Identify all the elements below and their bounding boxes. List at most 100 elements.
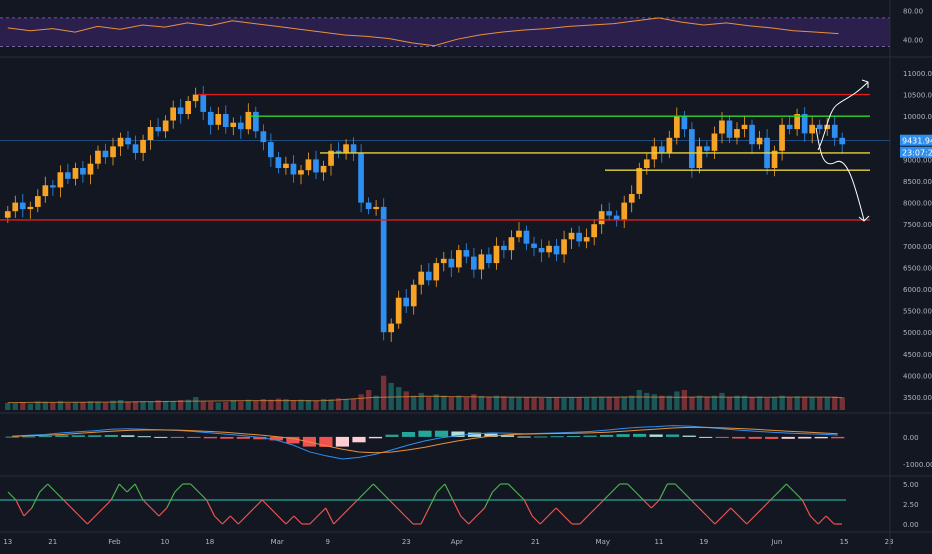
time-tick-label: 23 xyxy=(885,538,894,546)
candle-body xyxy=(741,124,748,130)
oscillator-segment xyxy=(79,515,88,525)
candle-body xyxy=(598,211,605,225)
candle-body xyxy=(824,124,830,130)
candle-body xyxy=(831,124,838,138)
candle-body xyxy=(170,107,176,121)
candle-body xyxy=(568,232,575,240)
volume-bar xyxy=(200,401,206,410)
macd-histogram-bar xyxy=(154,436,168,438)
oscillator-segment xyxy=(150,507,160,517)
volume-bar xyxy=(381,375,387,410)
candle-body xyxy=(531,243,537,248)
macd-histogram-bar xyxy=(352,436,366,443)
oscillator-segment xyxy=(635,491,644,501)
macd-tick-label: -1000.00 xyxy=(903,461,932,469)
oscillator-segment xyxy=(23,507,33,517)
oscillator-segment xyxy=(39,483,49,493)
volume-bar xyxy=(636,390,642,410)
macd-histogram-bar xyxy=(484,433,498,437)
oscillator-segment xyxy=(47,483,57,493)
macd-histogram-bar xyxy=(616,434,630,437)
last-price-value: 9431.94 xyxy=(902,137,932,146)
candle-body xyxy=(756,137,763,145)
price-tick-label: 10500.00 xyxy=(903,92,932,100)
volume-bar xyxy=(824,397,830,410)
macd-histogram-bar xyxy=(368,436,383,439)
candle-body xyxy=(380,206,387,333)
candle-body xyxy=(95,150,101,164)
macd-histogram-bar xyxy=(5,436,19,438)
volume-bar xyxy=(576,397,582,410)
candle-body xyxy=(335,150,342,153)
volume-bars xyxy=(5,375,845,410)
candle-body xyxy=(268,142,274,158)
volume-bar xyxy=(508,396,515,410)
oscillator-segment xyxy=(134,483,144,501)
oscillator-segment xyxy=(261,499,271,509)
oscillator-segment xyxy=(642,499,652,509)
macd-histogram-bar xyxy=(567,436,581,437)
candle-body xyxy=(546,245,552,253)
macd-histogram-bar xyxy=(22,436,36,438)
bearish-arrow-head xyxy=(858,215,870,222)
macd-histogram-bar xyxy=(534,436,548,438)
volume-bar xyxy=(704,396,710,410)
oscillator-segment xyxy=(7,491,17,501)
volume-bar xyxy=(20,402,26,410)
volume-bar xyxy=(396,387,402,410)
macd-panel: 0.00 -1000.00 xyxy=(5,425,932,469)
volume-bar xyxy=(373,395,379,410)
macd-histogram-bar xyxy=(748,436,762,439)
macd-histogram-bar xyxy=(71,435,85,437)
price-panel[interactable]: 11000.0010500.0010000.009500.009000.0085… xyxy=(0,70,932,410)
candle-body xyxy=(147,127,154,140)
macd-histogram-bar xyxy=(500,435,515,437)
price-tick-label: 11000.00 xyxy=(903,70,932,78)
volume-bar xyxy=(674,391,680,410)
oscillator-segment xyxy=(15,499,25,517)
candle-body xyxy=(238,122,244,130)
candle-body xyxy=(493,245,500,264)
trend-drawings xyxy=(815,79,870,222)
price-tick-label: 4000.00 xyxy=(903,372,932,380)
volume-bar xyxy=(110,400,116,410)
volume-bar xyxy=(27,403,33,410)
candle-body xyxy=(222,114,229,127)
volume-bar xyxy=(749,397,755,410)
oscillator-segment xyxy=(460,515,470,525)
oscillator-segment xyxy=(221,515,231,525)
macd-histogram-bar xyxy=(781,436,795,439)
volume-bar xyxy=(245,399,251,410)
candle-body xyxy=(674,116,680,138)
time-tick-label: May xyxy=(596,538,610,546)
volume-bar xyxy=(584,397,590,410)
volume-bar xyxy=(366,390,372,410)
candle-body xyxy=(275,157,282,168)
volume-bar xyxy=(223,402,229,410)
candle-body xyxy=(320,165,327,173)
oscillator-segment xyxy=(118,483,128,493)
oscillator-segment xyxy=(515,491,525,501)
candle-body xyxy=(57,172,64,188)
macd-histogram-bar xyxy=(600,434,614,437)
volume-bar xyxy=(771,397,778,410)
price-tick-label: 6000.00 xyxy=(903,286,932,294)
volume-bar xyxy=(163,400,169,410)
volume-bar xyxy=(170,401,176,410)
oscillator-segment xyxy=(341,507,350,517)
candle-body xyxy=(726,120,733,138)
oscillator-segment xyxy=(357,491,366,501)
rsi-line xyxy=(7,17,839,47)
macd-histogram-bar xyxy=(187,436,201,438)
volume-bar xyxy=(140,401,146,410)
candle-body xyxy=(373,206,379,210)
candle-body xyxy=(636,168,643,194)
volume-bar xyxy=(606,397,612,410)
oscillator-segment xyxy=(364,483,374,493)
oscillator-segment xyxy=(333,515,343,525)
oscillator-segment xyxy=(237,515,247,525)
candle-body xyxy=(343,144,349,153)
time-axis[interactable]: 13 21 Feb 10 18 Mar 9 23 Apr 21 May 11 19 Jun 15 23 xyxy=(3,538,893,546)
